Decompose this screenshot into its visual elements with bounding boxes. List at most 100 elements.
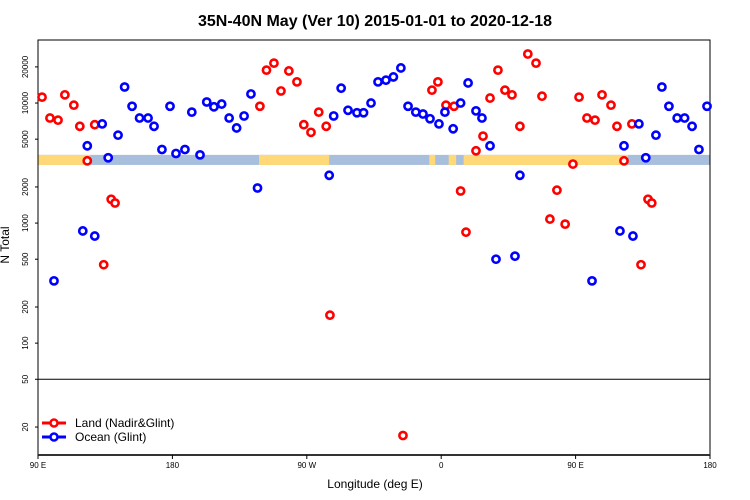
land-point	[582, 113, 592, 123]
land-point	[298, 119, 309, 130]
ocean-point	[165, 101, 175, 112]
land-ocean-band	[38, 154, 710, 165]
land-point	[53, 115, 63, 126]
ocean-point	[634, 119, 644, 129]
ocean-point	[171, 148, 181, 159]
ocean-point	[49, 275, 59, 286]
ocean-point	[514, 170, 525, 181]
ocean-point	[694, 144, 704, 155]
ocean-point	[463, 78, 473, 88]
ocean-point	[186, 107, 197, 118]
land-point	[493, 65, 503, 76]
land-point	[485, 93, 495, 103]
y-tick-label: 10000	[21, 91, 30, 114]
land-point	[306, 127, 316, 138]
ocean-band	[38, 154, 710, 165]
ocean-point	[471, 105, 481, 116]
ocean-point	[134, 113, 145, 123]
ocean-point	[418, 109, 428, 119]
land-point	[325, 310, 335, 321]
land-point	[537, 91, 547, 102]
ocean-point	[119, 82, 130, 92]
land-point	[82, 155, 93, 166]
land-segment	[259, 154, 330, 165]
ocean-point	[239, 111, 249, 121]
land-point	[522, 49, 533, 59]
land-point	[471, 145, 481, 156]
legend: Land (Nadir&Glint) Ocean (Glint)	[42, 416, 174, 444]
ocean-point	[615, 226, 625, 236]
data-points	[37, 49, 712, 441]
land-point	[597, 89, 607, 100]
land-point	[59, 89, 70, 100]
ocean-point	[455, 98, 466, 108]
ocean-point	[510, 251, 520, 262]
land-point	[98, 259, 109, 270]
land-point	[646, 198, 657, 208]
y-tick-label: 5000	[21, 130, 30, 148]
legend-label-ocean: Ocean (Glint)	[75, 430, 146, 444]
land-point	[560, 219, 571, 230]
land-point	[636, 259, 646, 270]
land-point	[433, 76, 443, 87]
land-segment	[38, 154, 91, 165]
x-axis-label: Longitude (deg E)	[327, 477, 422, 491]
ocean-point	[97, 119, 108, 129]
ocean-point	[358, 107, 369, 118]
land-point	[574, 92, 584, 103]
ocean-point	[388, 72, 399, 82]
land-point	[261, 65, 272, 76]
land-point	[590, 115, 600, 126]
ocean-point	[343, 105, 353, 116]
legend-label-land: Land (Nadir&Glint)	[75, 416, 174, 430]
x-tick-label: 90 E	[30, 461, 46, 470]
ocean-point	[246, 89, 256, 99]
ocean-point	[679, 113, 690, 123]
ocean-point	[619, 140, 629, 151]
land-segment	[429, 154, 436, 165]
land-point	[89, 119, 100, 130]
land-point	[313, 107, 324, 118]
ocean-point	[209, 101, 219, 112]
ocean-point	[324, 170, 335, 181]
ocean-point	[702, 101, 712, 112]
land-point	[321, 121, 332, 132]
ocean-point	[651, 130, 661, 141]
land-point	[568, 159, 578, 169]
ocean-point	[485, 140, 495, 151]
ocean-point	[657, 82, 667, 92]
land-point	[531, 58, 541, 69]
land-segment	[448, 154, 457, 165]
ocean-point	[149, 121, 159, 132]
x-tick-label: 0	[439, 461, 444, 470]
ocean-point	[640, 152, 651, 163]
land-point	[500, 85, 510, 96]
ocean-point	[477, 113, 487, 123]
ocean-point	[77, 226, 88, 236]
ocean-point	[157, 144, 167, 155]
ocean-point	[664, 101, 674, 112]
ocean-point	[82, 140, 93, 151]
land-point	[455, 186, 466, 196]
land-point	[276, 86, 286, 96]
land-point	[552, 185, 562, 196]
land-segment	[463, 154, 628, 165]
ocean-point	[587, 275, 597, 286]
land-point	[398, 430, 408, 441]
ocean-point	[491, 254, 501, 265]
ocean-point	[425, 113, 435, 124]
ocean-point	[195, 149, 205, 160]
land-point	[292, 76, 302, 87]
y-tick-label: 20	[21, 422, 30, 431]
ocean-point	[403, 101, 413, 112]
ocean-point	[672, 113, 683, 123]
land-point	[255, 101, 265, 112]
chart-title: 35N-40N May (Ver 10) 2015-01-01 to 2020-…	[198, 13, 552, 30]
land-point	[619, 155, 629, 166]
ocean-point	[113, 130, 123, 141]
legend-marker-ocean	[49, 432, 59, 442]
land-point	[45, 113, 55, 123]
ocean-point	[395, 63, 406, 73]
land-point	[507, 89, 517, 100]
